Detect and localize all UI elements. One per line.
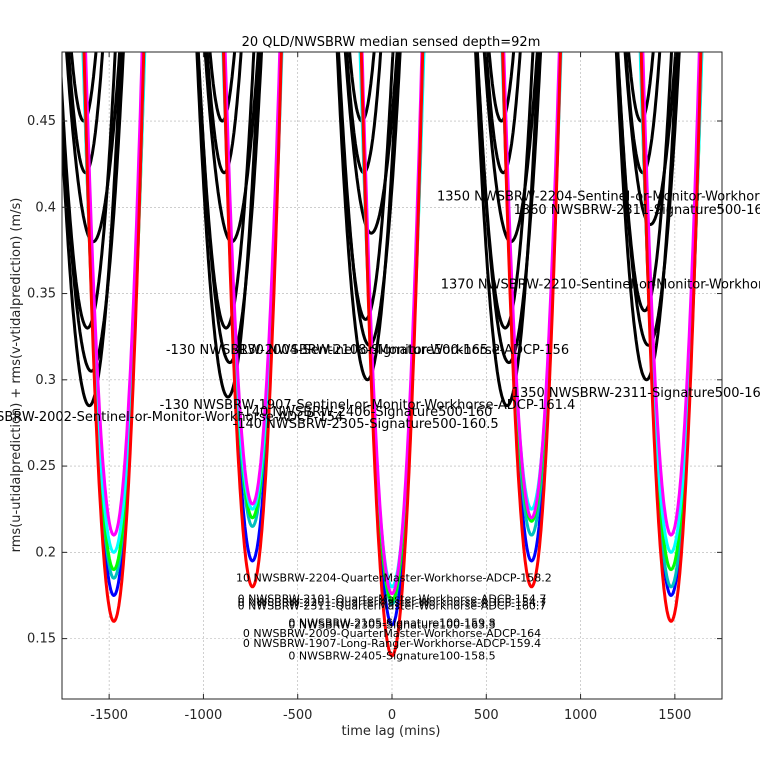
series-line xyxy=(502,52,561,520)
annotation-label: 0 NWSBRW-2105-Signature100-159.8 xyxy=(288,617,495,630)
annotation-label: 0 NWSBRW-2405-Signature100-158.5 xyxy=(288,649,495,662)
x-tick-label: 0 xyxy=(388,708,396,723)
y-tick-label: 0.15 xyxy=(27,632,56,647)
series-line xyxy=(205,52,243,175)
series-line xyxy=(221,52,283,589)
series-line xyxy=(208,52,237,123)
annotation-label: 10 NWSBRW-2204-QuarterMaster-Workhorse-A… xyxy=(236,572,552,585)
annotation-label: 1370 NWSBRW-2210-Sentinel-or-Monitor-Wor… xyxy=(441,277,760,292)
series-line xyxy=(343,52,399,235)
series-line xyxy=(223,52,282,506)
chart-title: 20 QLD/NWSBRW median sensed depth=92m xyxy=(242,35,541,50)
annotation-label: -130 NWSBRW-2004-Sentinel-or-Monitor-Wor… xyxy=(166,343,569,358)
annotation-label: -130 NWSBRW-1907-Sentinel-or-Monitor-Wor… xyxy=(160,398,576,413)
series-group xyxy=(62,52,704,658)
y-ticks: 0.15 0.2 0.25 0.3 0.35 0.4 0.45 xyxy=(27,114,722,647)
x-tick-label: 500 xyxy=(474,708,499,723)
x-tick-label: -1500 xyxy=(90,708,128,723)
series-line xyxy=(82,52,146,623)
grid xyxy=(62,52,722,699)
series-line xyxy=(359,52,425,658)
series-line xyxy=(484,52,522,175)
annotation-label: 0 NWSBRW-2009-QuarterMaster-Workhorse-AD… xyxy=(243,627,541,640)
annotation-label: 0 NWSBRW-2311-QuarterMaster-Workhorse-AD… xyxy=(238,599,547,612)
y-tick-label: 0.45 xyxy=(27,114,56,129)
y-tick-label: 0.4 xyxy=(35,200,56,215)
x-tick-label: 1000 xyxy=(564,708,597,723)
x-axis-label: time lag (mins) xyxy=(342,724,441,739)
series-line xyxy=(84,52,144,537)
annotation-label: -140 NWSBRW-2406-Signature500-160 xyxy=(239,405,493,420)
series-line xyxy=(360,52,424,596)
annotation-label: 1360 NWSBRW-2311-Signature500-160.5 xyxy=(514,203,760,218)
annotation-label: 0 NWSBRW-2201-QuarterMaster-Workhorse-AD… xyxy=(238,596,547,609)
annotation-label: -130 NWSBRW-2108-Signature500-165.2 xyxy=(234,343,500,358)
series-line xyxy=(501,52,563,589)
x-tick-label: -500 xyxy=(283,708,313,723)
y-axis-label: rms(u-utidalprediction) + rms(v-vtidalpr… xyxy=(9,198,24,553)
annotation-label: -1350 NWSBRW-2002-Sentinel-or-Monitor-Wo… xyxy=(0,410,343,425)
annotation-label: -140 NWSBRW-2305-Signature500-160.5 xyxy=(233,417,499,432)
y-tick-label: 0.3 xyxy=(35,373,56,388)
series-line xyxy=(487,52,516,123)
series-line xyxy=(639,52,703,623)
annotation-label: 1350 NWSBRW-2204-Sentinel-or-Monitor-Wor… xyxy=(437,189,760,204)
y-tick-label: 0.2 xyxy=(35,545,56,560)
y-tick-label: 0.25 xyxy=(27,459,56,474)
x-ticks: -1500 -1000 -500 0 500 1000 1500 xyxy=(90,52,691,723)
x-tick-label: 1500 xyxy=(658,708,691,723)
x-tick-label: -1000 xyxy=(185,708,223,723)
annotation-label: 0 NWSBRW-2305-Signature100-163.3 xyxy=(288,618,495,631)
annotation-label: 0 NWSBRW-2101-QuarterMaster-Workhorse-AD… xyxy=(238,592,547,605)
series-line xyxy=(641,52,701,537)
annotation-label: 1350 NWSBRW-2311-Signature500-160.3 xyxy=(512,386,760,401)
y-tick-label: 0.35 xyxy=(27,287,56,302)
annotation-label: 0 NWSBRW-1907-Long-Ranger-Workhorse-ADCP… xyxy=(243,637,541,650)
annotations: 1350 NWSBRW-2204-Sentinel-or-Monitor-Wor… xyxy=(0,189,760,662)
